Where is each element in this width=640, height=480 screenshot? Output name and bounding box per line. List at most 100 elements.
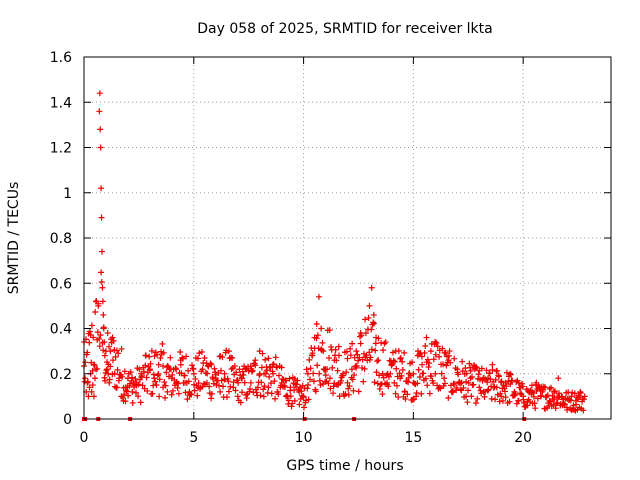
data-point: [567, 397, 574, 404]
data-point: [451, 355, 458, 362]
data-point: [390, 357, 397, 364]
data-point: [350, 387, 357, 394]
data-point: [270, 361, 277, 368]
data-point: [177, 361, 184, 368]
data-point: [155, 361, 162, 368]
data-point: [192, 375, 199, 382]
data-point: [156, 393, 163, 400]
data-point: [161, 379, 168, 386]
data-point: [330, 383, 337, 390]
data-point: [503, 369, 510, 376]
data-point: [395, 394, 402, 401]
data-point: [313, 335, 320, 342]
data-point: [136, 366, 143, 373]
data-point: [266, 373, 273, 380]
data-point: [211, 365, 218, 372]
data-point: [254, 384, 261, 391]
data-point: [275, 391, 282, 398]
data-point: [118, 345, 125, 352]
data-point: [391, 379, 398, 386]
data-point: [185, 378, 192, 385]
data-point: [374, 358, 381, 365]
data-point: [278, 379, 285, 386]
data-point: [121, 368, 128, 375]
data-point: [349, 376, 356, 383]
data-point: [185, 367, 192, 374]
data-point: [569, 389, 576, 396]
data-point: [190, 365, 197, 372]
data-point: [248, 368, 255, 375]
data-point: [492, 396, 499, 403]
data-point: [107, 363, 114, 370]
data-point: [97, 126, 104, 133]
data-point: [125, 392, 132, 399]
data-point: [580, 407, 587, 414]
data-point: [304, 370, 311, 377]
data-point: [418, 353, 425, 360]
data-point: [92, 308, 99, 315]
data-point: [165, 373, 172, 380]
data-point: [566, 396, 573, 403]
data-point: [427, 348, 434, 355]
data-point: [206, 383, 213, 390]
data-point: [322, 372, 329, 379]
data-point: [99, 339, 106, 346]
data-point: [227, 383, 234, 390]
data-point: [465, 379, 472, 386]
data-point: [228, 366, 235, 373]
data-point: [460, 384, 467, 391]
data-point: [162, 382, 169, 389]
data-point: [426, 360, 433, 367]
data-point: [223, 347, 230, 354]
x-tick-label: 20: [514, 430, 532, 446]
data-point: [300, 394, 307, 401]
data-point: [189, 365, 196, 372]
data-point: [459, 358, 466, 365]
data-point: [361, 365, 368, 372]
x-axis-label: GPS time / hours: [286, 458, 403, 474]
data-point: [328, 343, 335, 350]
data-point: [221, 376, 228, 383]
data-point: [210, 380, 217, 387]
y-tick-label: 0.8: [50, 231, 72, 247]
data-point: [303, 366, 310, 373]
data-point: [234, 377, 241, 384]
data-point: [137, 399, 144, 406]
data-point: [445, 394, 452, 401]
y-tick-label: 1.6: [50, 50, 72, 66]
data-point: [393, 382, 400, 389]
data-point: [403, 378, 410, 385]
data-point: [272, 395, 279, 402]
data-point: [95, 300, 102, 307]
data-point: [375, 335, 382, 342]
data-point: [135, 393, 142, 400]
data-point: [475, 371, 482, 378]
data-point: [487, 376, 494, 383]
data-point: [496, 398, 503, 405]
data-point: [452, 365, 459, 372]
data-point: [473, 364, 480, 371]
data-point: [463, 370, 470, 377]
data-point: [291, 397, 298, 404]
data-point: [114, 366, 121, 373]
data-point: [163, 369, 170, 376]
data-point: [481, 393, 488, 400]
data-point: [194, 355, 201, 362]
data-point: [370, 320, 377, 327]
data-point: [99, 248, 106, 255]
data-point: [101, 374, 108, 381]
data-point: [306, 356, 313, 363]
data-point: [259, 350, 266, 357]
data-point: [430, 356, 437, 363]
data-point: [86, 339, 93, 346]
data-point: [512, 390, 519, 397]
data-point: [420, 370, 427, 377]
data-point: [465, 387, 472, 394]
data-point: [355, 388, 362, 395]
data-point: [123, 387, 130, 394]
data-point: [115, 377, 122, 384]
data-point: [528, 382, 535, 389]
data-points: [81, 90, 588, 421]
data-point: [519, 383, 526, 390]
data-point: [324, 366, 331, 373]
